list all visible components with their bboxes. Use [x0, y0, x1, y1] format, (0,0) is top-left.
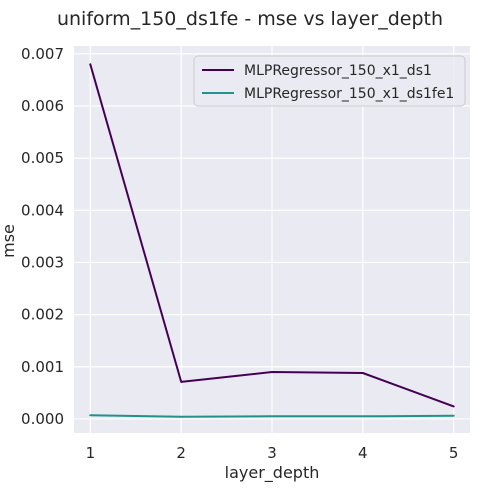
- y-tick-label: 0.007: [21, 45, 64, 63]
- y-tick-label: 0.000: [21, 410, 64, 428]
- grid-lines: [74, 46, 470, 433]
- y-tick-label: 0.002: [21, 306, 64, 324]
- y-tick-label: 0.004: [21, 201, 64, 219]
- y-axis-label: mse: [0, 224, 18, 258]
- x-tick-label: 2: [176, 444, 186, 462]
- series-lines: [89, 63, 455, 418]
- legend: MLPRegressor_150_x1_ds1 MLPRegressor_150…: [193, 55, 466, 107]
- y-tick-label: 0.003: [21, 253, 64, 271]
- y-tick-label: 0.001: [21, 358, 64, 376]
- series-line-1: [89, 414, 455, 418]
- x-tick-label: 4: [358, 444, 368, 462]
- x-tick-label: 3: [267, 444, 277, 462]
- x-tick-label: 5: [449, 444, 459, 462]
- series-line-0: [89, 63, 455, 408]
- legend-label-ds1fe1: MLPRegressor_150_x1_ds1fe1: [244, 86, 454, 102]
- legend-label-ds1: MLPRegressor_150_x1_ds1: [244, 63, 432, 79]
- y-tick-label: 0.006: [21, 97, 64, 115]
- chart-title: uniform_150_ds1fe - mse vs layer_depth: [57, 8, 443, 30]
- y-tick-label: 0.005: [21, 149, 64, 167]
- y-tick-labels: 0.000 0.001 0.002 0.003 0.004 0.005 0.006 0.007: [21, 45, 64, 428]
- x-tick-label: 1: [86, 444, 96, 462]
- x-tick-labels: 1 2 3 4 5: [86, 444, 459, 462]
- x-axis-label: layer_depth: [225, 463, 320, 483]
- legend-box: [193, 55, 466, 107]
